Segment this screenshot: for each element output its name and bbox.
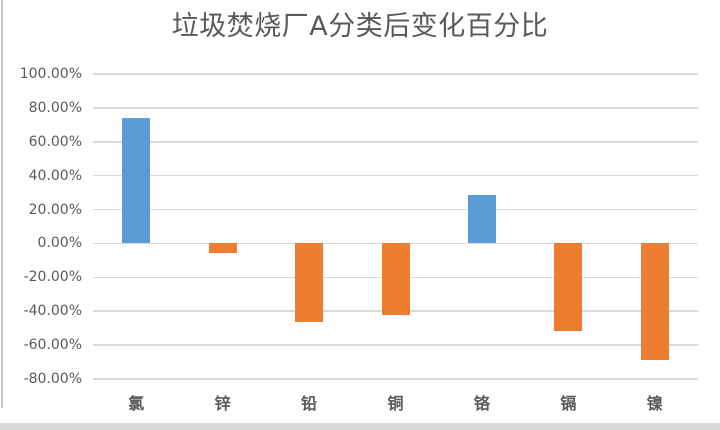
bar-氯: [122, 117, 151, 244]
x-category-label-氯: 氯: [128, 394, 145, 413]
bar-铬: [467, 194, 496, 244]
plot-area: [93, 73, 698, 380]
y-tick-label: -20.00%: [23, 269, 82, 286]
gridline--60.00%: [93, 344, 698, 346]
x-category-label-锌: 锌: [214, 394, 231, 413]
y-tick-label: -80.00%: [23, 371, 82, 387]
bottom-edge-strip: [0, 423, 720, 430]
x-category-label-镍: 镍: [646, 394, 663, 413]
y-tick-label: 60.00%: [28, 133, 82, 150]
bar-锌: [208, 243, 237, 254]
y-tick-label: 80.00%: [28, 99, 82, 116]
gridline-100.00%: [93, 73, 698, 75]
gridline-60.00%: [93, 141, 698, 143]
y-tick-label: 40.00%: [28, 167, 82, 184]
y-tick-label: 0.00%: [37, 235, 82, 252]
y-tick-label: 100.00%: [19, 66, 82, 82]
y-tick-label: 20.00%: [28, 201, 82, 218]
bar-镍: [640, 243, 669, 360]
gridline-20.00%: [93, 208, 698, 211]
x-category-label-铜: 铜: [387, 394, 404, 413]
bar-铅: [295, 243, 324, 322]
x-category-label-铅: 铅: [301, 394, 318, 413]
x-category-label-镉: 镉: [560, 394, 577, 413]
x-category-label-铬: 铬: [473, 394, 490, 413]
gridline--80.00%: [93, 378, 698, 380]
y-tick-label: -60.00%: [23, 337, 82, 354]
bar-镉: [554, 243, 583, 332]
chart-title: 垃圾焚烧厂A分类后变化百分比: [171, 11, 549, 42]
gridline-80.00%: [93, 107, 698, 109]
left-edge-line: [1, 0, 3, 408]
gridline-40.00%: [93, 174, 698, 177]
y-tick-label: -40.00%: [23, 303, 82, 320]
bar-铜: [381, 243, 410, 316]
